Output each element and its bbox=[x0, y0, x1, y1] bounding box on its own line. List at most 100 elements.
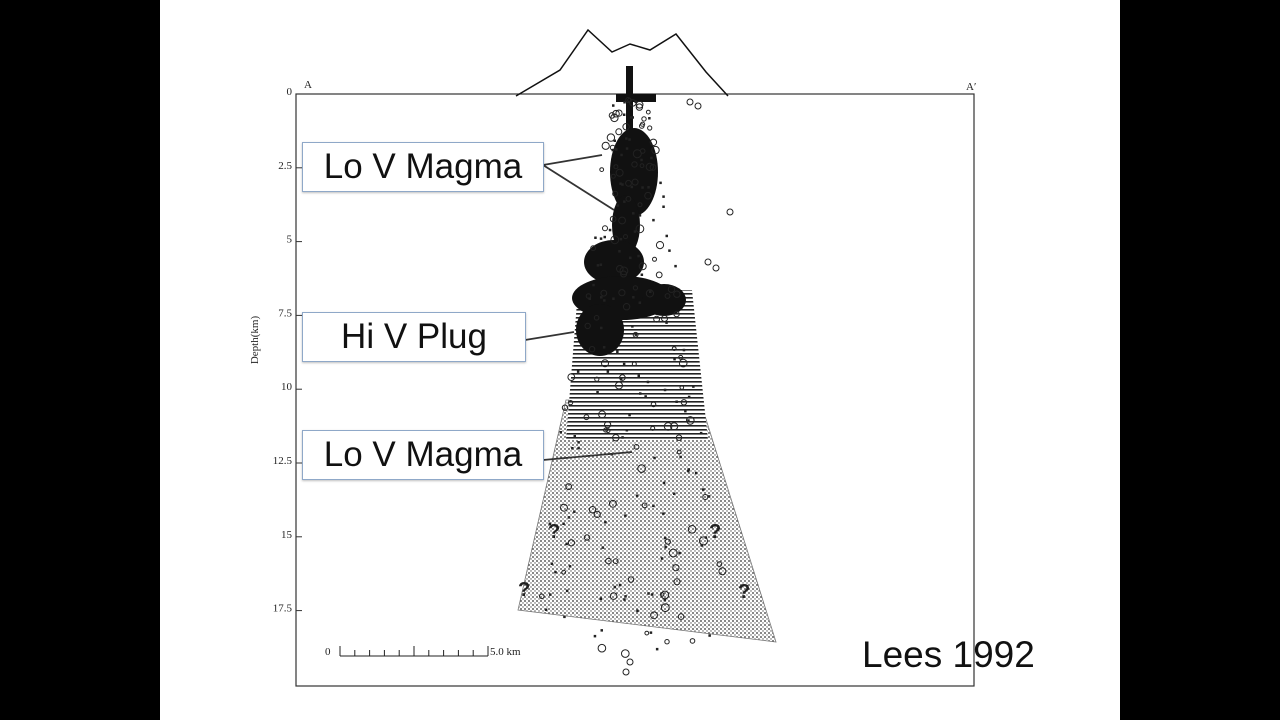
event-mark bbox=[624, 595, 627, 598]
event-mark bbox=[613, 585, 617, 589]
callout-pointers bbox=[524, 154, 633, 461]
uncertain-marker-left-lower: ? bbox=[518, 579, 530, 601]
event-mark bbox=[561, 404, 569, 411]
event-mark bbox=[548, 522, 552, 525]
event-mark bbox=[647, 125, 653, 131]
event-mark bbox=[620, 153, 623, 157]
event-mark bbox=[639, 392, 642, 395]
event-mark bbox=[571, 447, 574, 450]
event-mark bbox=[645, 162, 654, 171]
event-mark bbox=[649, 290, 652, 293]
event-mark bbox=[599, 263, 603, 266]
event-mark bbox=[567, 516, 571, 519]
event-mark bbox=[641, 116, 647, 122]
event-mark bbox=[678, 354, 684, 360]
event-mark bbox=[635, 494, 639, 497]
event-mark bbox=[601, 141, 610, 150]
event-mark bbox=[671, 346, 677, 352]
event-mark bbox=[672, 564, 680, 572]
event-mark bbox=[618, 289, 626, 297]
event-mark bbox=[653, 315, 660, 323]
event-mark bbox=[584, 322, 591, 330]
event-mark bbox=[675, 434, 683, 441]
event-mark bbox=[600, 326, 603, 330]
event-mark bbox=[609, 592, 618, 600]
depth-tick-label: 2.5 bbox=[278, 160, 292, 172]
event-mark bbox=[624, 514, 627, 517]
event-mark bbox=[659, 592, 665, 597]
event-mark bbox=[609, 499, 617, 508]
event-mark bbox=[652, 218, 655, 222]
event-mark bbox=[615, 168, 624, 177]
depth-tick-label: 5 bbox=[287, 234, 293, 246]
event-mark bbox=[605, 428, 611, 434]
event-mark bbox=[650, 593, 654, 596]
section-start-label: A bbox=[304, 79, 312, 91]
event-mark bbox=[606, 133, 616, 142]
event-mark bbox=[687, 419, 690, 422]
event-mark bbox=[626, 658, 634, 666]
event-mark bbox=[588, 506, 597, 514]
scattered-events bbox=[539, 97, 734, 676]
event-mark bbox=[588, 297, 591, 300]
event-mark bbox=[644, 191, 652, 200]
event-mark bbox=[664, 293, 671, 299]
event-mark bbox=[606, 370, 610, 373]
event-mark bbox=[563, 615, 566, 619]
event-mark bbox=[610, 113, 619, 123]
event-mark bbox=[634, 333, 638, 336]
event-mark bbox=[687, 395, 691, 399]
event-mark bbox=[628, 413, 631, 417]
event-mark bbox=[539, 593, 545, 600]
event-mark bbox=[619, 378, 623, 381]
event-mark bbox=[613, 139, 616, 142]
event-mark bbox=[649, 138, 658, 147]
event-mark bbox=[577, 441, 580, 444]
event-mark bbox=[650, 425, 656, 431]
conduit-cap bbox=[616, 94, 656, 102]
event-mark bbox=[651, 145, 660, 155]
event-mark bbox=[673, 357, 676, 361]
event-mark bbox=[623, 234, 628, 240]
event-mark bbox=[623, 101, 626, 104]
event-mark bbox=[618, 583, 622, 587]
event-mark bbox=[608, 228, 612, 232]
event-mark bbox=[633, 444, 640, 450]
event-mark bbox=[633, 230, 637, 233]
callout-plug: Hi V Plug bbox=[302, 312, 526, 362]
event-mark bbox=[621, 436, 624, 439]
event-mark bbox=[673, 290, 681, 298]
event-mark bbox=[623, 598, 626, 601]
event-mark bbox=[629, 99, 637, 107]
depth-tick-label: 15 bbox=[281, 529, 293, 541]
event-mark bbox=[562, 522, 565, 525]
event-mark bbox=[704, 258, 712, 266]
event-mark bbox=[636, 609, 639, 613]
event-mark bbox=[561, 569, 567, 575]
event-mark bbox=[610, 173, 616, 179]
event-mark bbox=[647, 186, 650, 189]
event-mark bbox=[592, 283, 595, 287]
event-mark bbox=[583, 534, 591, 541]
event-mark bbox=[661, 315, 668, 322]
event-mark bbox=[702, 488, 705, 491]
depth-tick-label: 17.5 bbox=[273, 603, 293, 615]
event-mark bbox=[663, 536, 667, 540]
event-mark bbox=[699, 431, 703, 435]
event-mark bbox=[621, 649, 630, 658]
event-mark bbox=[663, 422, 673, 431]
event-mark bbox=[653, 456, 656, 460]
event-mark bbox=[662, 195, 665, 198]
event-mark bbox=[655, 271, 663, 279]
event-mark bbox=[676, 449, 682, 455]
event-mark bbox=[639, 163, 645, 169]
event-mark bbox=[594, 376, 600, 382]
event-mark bbox=[687, 469, 690, 473]
event-mark bbox=[635, 100, 644, 109]
event-mark bbox=[632, 149, 642, 159]
depth-axis: 0 2.5 5 7.5 10 12.5 15 17.5 bbox=[273, 86, 302, 615]
event-mark bbox=[637, 374, 640, 378]
event-mark bbox=[619, 237, 623, 241]
event-mark bbox=[568, 400, 574, 406]
event-mark bbox=[549, 593, 552, 596]
